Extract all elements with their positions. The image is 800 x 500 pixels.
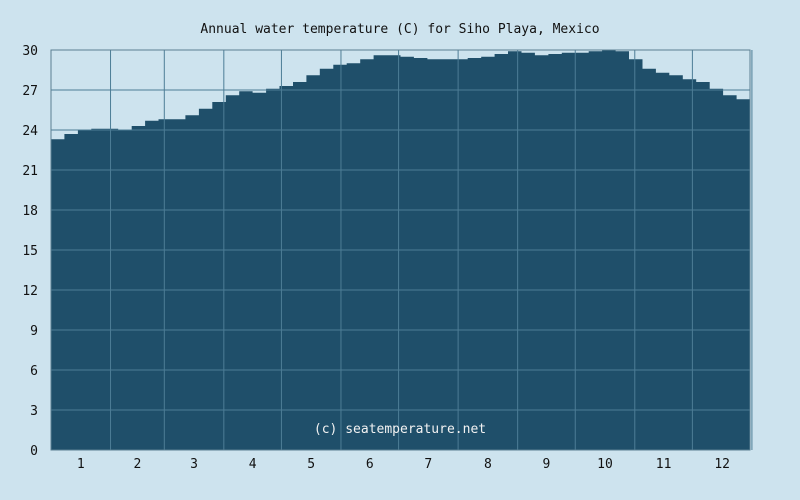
copyright-watermark: (c) seatemperature.net bbox=[314, 422, 486, 437]
y-tick-label: 3 bbox=[30, 404, 38, 419]
x-tick-label: 8 bbox=[484, 457, 492, 472]
y-tick-label: 18 bbox=[22, 204, 38, 219]
y-axis-ticks: 0 3 6 9 12 15 18 21 24 27 30 bbox=[22, 44, 38, 459]
x-tick-label: 9 bbox=[543, 457, 551, 472]
plot-frame bbox=[50, 49, 751, 451]
y-tick-label: 21 bbox=[22, 164, 38, 179]
x-tick-label: 10 bbox=[597, 457, 613, 472]
y-tick-label: 24 bbox=[22, 124, 38, 139]
x-tick-label: 12 bbox=[714, 457, 730, 472]
y-tick-label: 30 bbox=[22, 44, 38, 59]
x-tick-label: 4 bbox=[249, 457, 257, 472]
chart-title: Annual water temperature (C) for Siho Pl… bbox=[200, 22, 599, 37]
x-tick-label: 5 bbox=[307, 457, 315, 472]
grid-lines bbox=[50, 49, 753, 451]
x-tick-label: 6 bbox=[366, 457, 374, 472]
y-tick-label: 12 bbox=[22, 284, 38, 299]
y-tick-label: 0 bbox=[30, 444, 38, 459]
x-tick-label: 11 bbox=[656, 457, 672, 472]
x-axis-ticks: 1 2 3 4 5 6 7 8 9 10 11 12 bbox=[77, 457, 730, 472]
y-tick-label: 27 bbox=[22, 84, 38, 99]
y-tick-label: 15 bbox=[22, 244, 38, 259]
y-tick-label: 6 bbox=[30, 364, 38, 379]
x-tick-label: 3 bbox=[190, 457, 198, 472]
y-tick-label: 9 bbox=[30, 324, 38, 339]
x-tick-label: 2 bbox=[134, 457, 142, 472]
x-tick-label: 1 bbox=[77, 457, 85, 472]
x-tick-label: 7 bbox=[424, 457, 432, 472]
